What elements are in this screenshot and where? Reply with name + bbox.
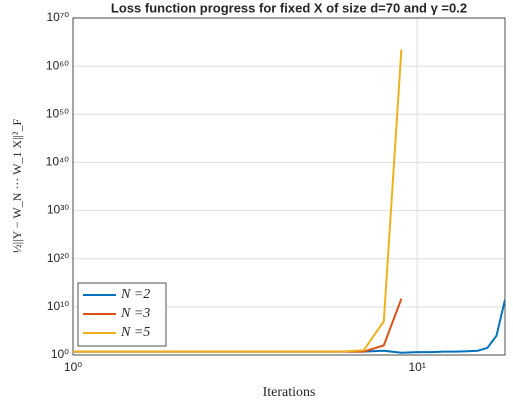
chart-title: Loss function progress for fixed X of si… [111,0,467,15]
y-tick-label: 10⁴⁰ [46,155,70,169]
legend-label: N =3 [120,306,150,321]
y-tick-label: 10³⁰ [47,203,69,217]
x-tick-label: 10¹ [408,360,425,374]
y-axis-label: ½||Y − W_N ··· W_1 X||²_F [10,118,24,253]
x-tick-label: 10⁰ [64,360,82,374]
legend-label: N =2 [120,287,150,302]
y-tick-label: 10⁰ [51,347,69,361]
legend-label: N =5 [120,325,150,340]
y-tick-label: 10¹⁰ [47,299,69,313]
y-tick-label: 10²⁰ [47,251,69,265]
y-tick-label: 10⁵⁰ [46,106,69,120]
plot-frame [72,17,506,356]
y-tick-label: 10⁶⁰ [46,58,69,72]
y-tick-label: 10⁷⁰ [47,10,70,24]
x-axis-label: Iterations [263,385,316,400]
series-line [73,49,403,353]
